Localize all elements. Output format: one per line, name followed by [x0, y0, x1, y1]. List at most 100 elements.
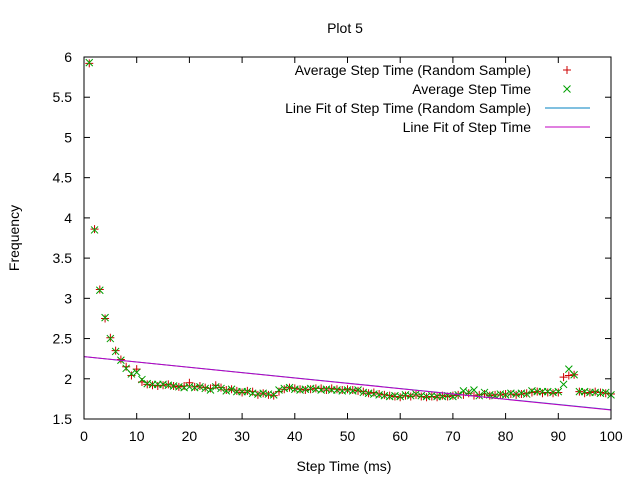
data-point: [85, 59, 94, 68]
data-point: [217, 384, 225, 393]
data-point: [132, 368, 141, 377]
data-point: [317, 384, 326, 393]
axis-ticks: 0 10 20 30 40 50 60 70 80 90 100 1.5 2 2.5 3 3.5 4 4.5 5 5.…: [53, 49, 623, 444]
y-axis-label: Frequency: [6, 205, 22, 271]
y-tick-label: 3.5: [53, 250, 73, 266]
data-point: [385, 391, 394, 400]
data-point: [106, 334, 115, 343]
data-point: [506, 390, 515, 399]
x-tick-label: 50: [340, 428, 356, 444]
data-point: [95, 285, 104, 294]
data-point: [211, 382, 220, 391]
data-point: [90, 225, 99, 234]
data-point: [538, 389, 547, 398]
data-point: [90, 226, 99, 234]
data-point: [332, 385, 341, 394]
x-tick-label: 80: [498, 428, 514, 444]
data-point: [190, 382, 199, 391]
x-tick-label: 60: [392, 428, 408, 444]
x-tick-label: 20: [182, 428, 198, 444]
data-point: [433, 393, 442, 402]
data-point: [222, 386, 231, 395]
data-point: [164, 380, 173, 389]
legend-label: Line Fit of Step Time (Random Sample): [285, 100, 531, 116]
y-tick-label: 2: [64, 371, 72, 387]
data-point: [570, 370, 578, 379]
data-point: [601, 388, 610, 397]
y-tick-label: 2.5: [53, 331, 73, 347]
data-point: [390, 392, 399, 401]
series-1: [85, 58, 615, 401]
data-point: [475, 391, 484, 400]
data-point: [406, 391, 415, 400]
data-point: [127, 371, 136, 380]
x-tick-label: 0: [80, 428, 88, 444]
data-point: [496, 390, 505, 399]
data-point: [180, 382, 189, 391]
data-point: [512, 390, 521, 399]
data-point: [580, 389, 589, 398]
y-tick-label: 1.5: [53, 411, 73, 427]
x-tick-label: 100: [599, 428, 623, 444]
data-point: [153, 382, 162, 391]
data-point: [285, 383, 294, 392]
y-tick-label: 3: [64, 290, 72, 306]
data-point: [412, 390, 420, 398]
data-point: [375, 390, 384, 399]
legend-marker-swatch: [563, 85, 571, 93]
data-point: [238, 388, 247, 397]
data-point: [95, 286, 104, 295]
fit-line: [83, 356, 612, 411]
data-point: [111, 347, 120, 356]
data-point: [327, 384, 336, 393]
data-point: [85, 58, 94, 67]
data-point: [591, 387, 600, 396]
data-point: [306, 385, 315, 394]
data-point: [338, 386, 347, 395]
data-point: [427, 392, 436, 401]
data-point: [459, 386, 468, 395]
data-point: [549, 389, 558, 398]
data-point: [596, 388, 605, 397]
data-point: [559, 380, 568, 389]
data-point: [412, 390, 421, 399]
x-tick-label: 10: [129, 428, 145, 444]
legend-label: Line Fit of Step Time: [403, 119, 532, 135]
data-point: [301, 386, 310, 395]
data-point: [206, 384, 215, 393]
data-point: [554, 388, 563, 397]
data-point: [354, 386, 362, 394]
legend: Average Step Time (Random Sample) Average…: [285, 62, 590, 135]
data-point: [564, 371, 573, 380]
y-tick-label: 5: [64, 129, 72, 145]
data-point: [348, 386, 357, 395]
data-point: [380, 390, 389, 399]
y-tick-label: 4: [64, 210, 72, 226]
series-3: [83, 356, 612, 411]
legend-label: Average Step Time: [412, 81, 531, 97]
legend-label: Average Step Time (Random Sample): [295, 62, 531, 78]
data-point: [343, 385, 352, 394]
data-point: [269, 391, 278, 400]
data-point: [480, 388, 489, 397]
data-point: [422, 393, 431, 402]
legend-item: Line Fit of Step Time (Random Sample): [285, 100, 590, 116]
data-point: [559, 373, 568, 382]
y-tick-label: 5.5: [53, 89, 73, 105]
data-point: [527, 388, 536, 397]
data-point: [232, 386, 241, 395]
chart-title: Plot 5: [327, 20, 363, 36]
data-point: [448, 391, 457, 400]
data-point: [396, 392, 405, 401]
data-point: [264, 390, 273, 399]
data-point: [290, 384, 299, 393]
legend-marker-swatch: [563, 66, 571, 74]
legend-item: Average Step Time: [412, 81, 571, 97]
legend-item: Average Step Time (Random Sample): [295, 62, 571, 78]
x-tick-label: 30: [234, 428, 250, 444]
data-point: [227, 385, 236, 394]
data-point: [253, 390, 262, 399]
data-point: [148, 381, 157, 390]
x-tick-label: 70: [445, 428, 461, 444]
